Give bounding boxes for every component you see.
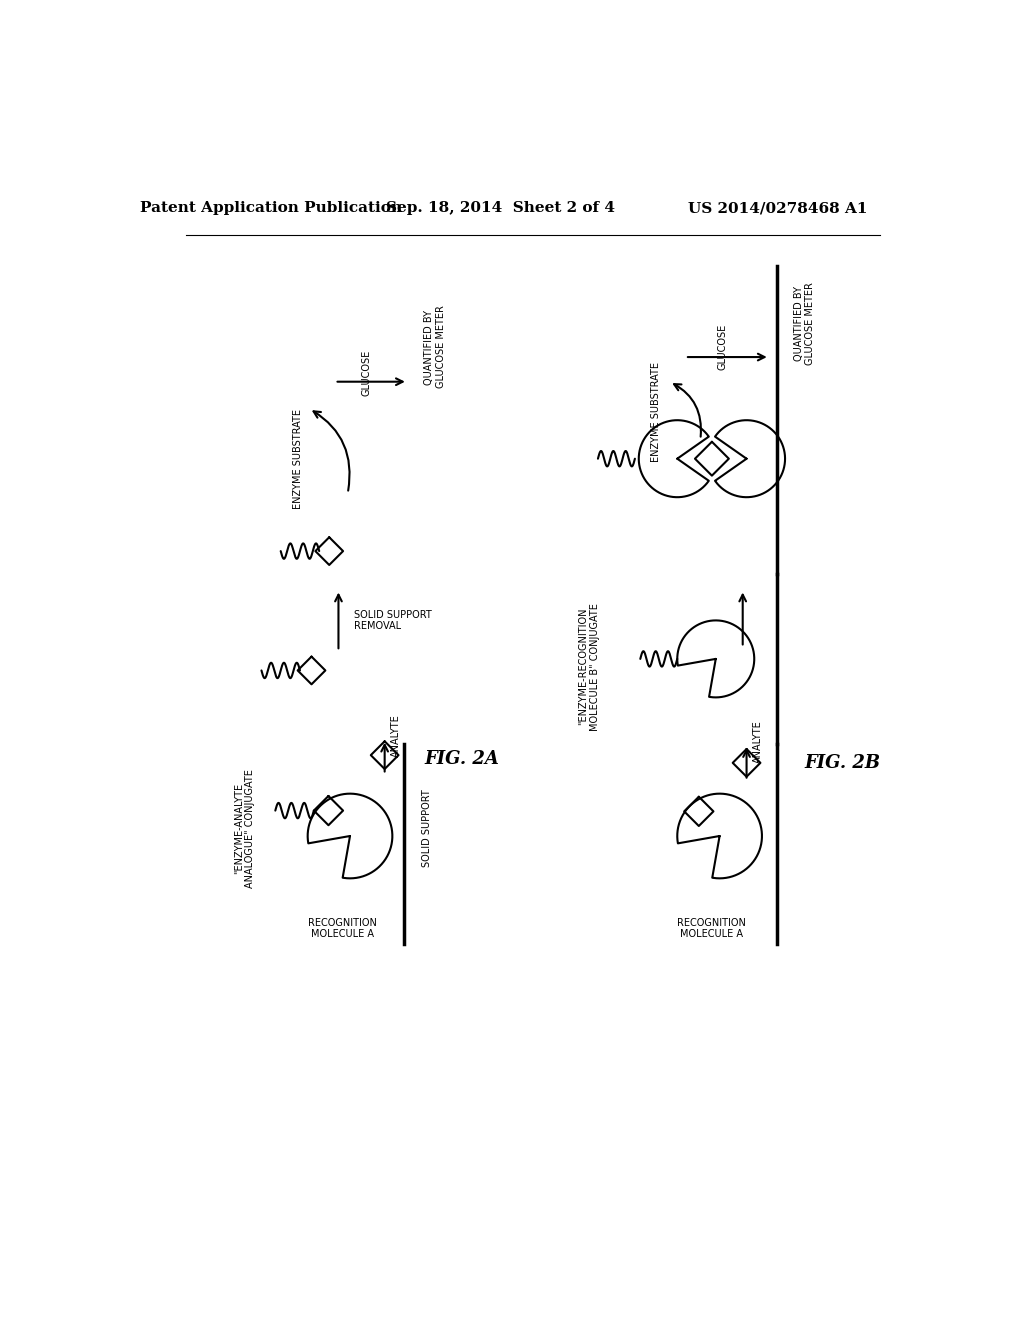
Text: Patent Application Publication: Patent Application Publication: [139, 202, 401, 215]
Text: SOLID SUPPORT
REMOVAL: SOLID SUPPORT REMOVAL: [354, 610, 431, 631]
Text: ENZYME SUBSTRATE: ENZYME SUBSTRATE: [650, 363, 660, 462]
Text: RECOGNITION
MOLECULE A: RECOGNITION MOLECULE A: [308, 917, 377, 940]
Text: ENZYME SUBSTRATE: ENZYME SUBSTRATE: [294, 409, 303, 508]
Text: ANALYTE: ANALYTE: [391, 714, 401, 758]
Text: US 2014/0278468 A1: US 2014/0278468 A1: [687, 202, 867, 215]
Text: QUANTIFIED BY
GLUCOSE METER: QUANTIFIED BY GLUCOSE METER: [424, 306, 445, 388]
Text: QUANTIFIED BY
GLUCOSE METER: QUANTIFIED BY GLUCOSE METER: [794, 282, 815, 366]
Text: ANALYTE: ANALYTE: [753, 721, 763, 763]
Text: "ENZYME-ANALYTE
ANALOGUE" CONJUGATE: "ENZYME-ANALYTE ANALOGUE" CONJUGATE: [233, 768, 255, 888]
Text: "ENZYME-RECOGNITION
MOLECULE B" CONJUGATE: "ENZYME-RECOGNITION MOLECULE B" CONJUGAT…: [578, 603, 599, 730]
Text: GLUCOSE: GLUCOSE: [361, 350, 372, 396]
Text: FIG. 2A: FIG. 2A: [424, 750, 499, 768]
Text: Sep. 18, 2014  Sheet 2 of 4: Sep. 18, 2014 Sheet 2 of 4: [386, 202, 614, 215]
Text: FIG. 2B: FIG. 2B: [805, 754, 881, 772]
Text: RECOGNITION
MOLECULE A: RECOGNITION MOLECULE A: [678, 917, 746, 940]
Text: GLUCOSE: GLUCOSE: [717, 323, 727, 370]
Text: SOLID SUPPORT: SOLID SUPPORT: [422, 789, 432, 867]
